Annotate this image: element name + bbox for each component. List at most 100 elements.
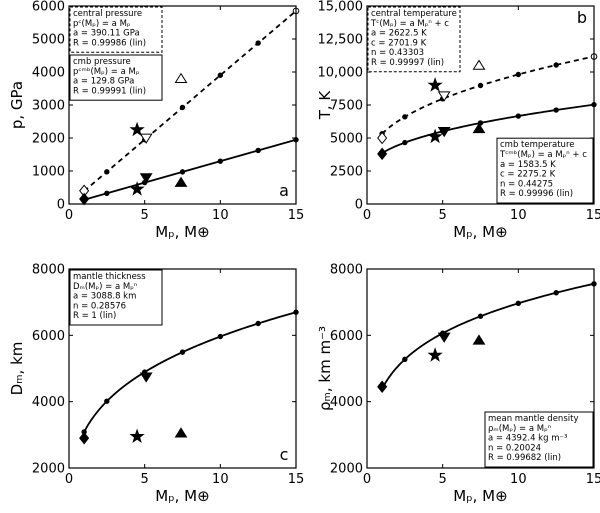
y-tick-label: 3000 [32, 99, 65, 114]
star-marker [129, 428, 145, 443]
fit-point [179, 169, 186, 175]
legend-frame [69, 6, 163, 53]
legend-line: pᶜᵐᵇ(Mₚ) = a Mₚ [73, 67, 140, 77]
legend-line: a = 129.8 GPa [73, 77, 134, 87]
legend-line: central temperature [371, 9, 457, 19]
fit-point [477, 82, 484, 89]
fit-line-1 [381, 282, 595, 390]
x-tick-label: 10 [212, 472, 229, 487]
fit-point [402, 139, 408, 146]
fit-point [402, 356, 408, 363]
y-tick-label: 2500 [330, 165, 363, 180]
y-tick-label: 2000 [330, 462, 363, 477]
panel-letter: b [577, 8, 587, 27]
y-tick-label: 10,000 [318, 66, 364, 81]
y-tick-label: 7500 [330, 99, 363, 114]
fit-point [477, 313, 484, 319]
panel-b: 0 5 10 15 0 2500 5000 7500 10,000 12,500 15,000 Mₚ,… [316, 0, 600, 241]
fit-point [553, 62, 559, 68]
x-tick-label: 5 [141, 208, 149, 223]
panel-letter: c [280, 445, 289, 464]
legend-line: R = 1 (lin) [73, 311, 116, 321]
plot-frame [68, 268, 297, 469]
x-tick-label: 5 [439, 208, 447, 223]
y-axis-label: ρₘ, km m⁻³ [316, 326, 334, 411]
x-tick-label: 0 [65, 208, 73, 223]
legend-line: cmb temperature [500, 140, 574, 150]
fit-point [515, 113, 522, 119]
legend-frame [496, 137, 594, 204]
legend-frame [69, 54, 163, 101]
y-tick-label: 5000 [330, 132, 363, 147]
fit-point [104, 398, 110, 404]
star-marker [427, 128, 443, 144]
x-tick-label: 15 [586, 208, 600, 223]
panel-letter: a [279, 181, 289, 200]
diamond-filled-marker [377, 380, 388, 394]
triangle-down-filled-marker [437, 332, 451, 343]
legend-line: n = 0.44275 [500, 179, 553, 189]
panel-a: 0 5 10 15 0 1000 2000 3000 4000 5000 6000 Mₚ, M⊕ p, … [8, 0, 304, 241]
triangle-up-filled-marker [174, 176, 188, 187]
legend-line: a = 3088.8 km [73, 292, 136, 302]
y-axis-label: Dₘ, km [8, 342, 26, 396]
fit-point [553, 107, 559, 113]
y-tick-label: 6000 [32, 329, 65, 344]
fit-point [515, 71, 522, 78]
fit-point [217, 333, 224, 340]
legend-frame [367, 6, 461, 73]
y-tick-label: 8000 [32, 263, 65, 278]
x-tick-label: 10 [212, 208, 229, 223]
legend-line: ρₘ(Mₚ) = a Mₚⁿ [488, 424, 551, 434]
triangle-down-open-marker [437, 91, 451, 102]
legend-line: mantle thickness [73, 272, 146, 282]
y-tick-label: 6000 [32, 0, 65, 15]
panel-c: 0 5 10 15 2000 4000 6000 8000 Mₚ, M⊕ Dₘ, km c mantl… [8, 263, 304, 506]
star-marker [427, 77, 443, 92]
x-tick-label: 10 [510, 472, 527, 487]
fit-point [553, 290, 559, 296]
star-marker [129, 181, 145, 196]
diamond-open-marker [377, 131, 388, 145]
y-axis-label: p, GPa [8, 81, 26, 129]
x-tick-label: 0 [363, 472, 371, 487]
legend-line: a = 4392.4 kg m⁻³ [488, 434, 567, 444]
x-tick-label: 5 [439, 472, 447, 487]
fit-point [104, 169, 110, 175]
x-tick-label: 15 [288, 472, 305, 487]
y-tick-label: 0 [57, 198, 65, 213]
triangle-down-filled-marker [139, 173, 153, 184]
fit-point [255, 320, 261, 327]
legend-line: R = 0.99997 (lin) [371, 58, 444, 68]
legend-line: R = 0.99996 (lin) [500, 189, 573, 199]
fit-point [515, 300, 522, 307]
x-tick-label: 10 [510, 208, 527, 223]
legend-line: R = 0.99986 (lin) [73, 38, 146, 48]
legend-line: a = 390.11 GPa [73, 29, 140, 39]
legend-line: a = 1583.5 K [500, 160, 556, 170]
legend-line: mean mantle density [488, 414, 578, 424]
fit-point [179, 104, 186, 111]
legend-line: c = 2701.9 K [371, 38, 427, 48]
triangle-down-filled-marker [139, 372, 153, 383]
triangle-down-filled-marker [437, 127, 451, 138]
x-axis-label: Mₚ, M⊕ [155, 223, 209, 241]
fit-point [402, 114, 408, 120]
x-tick-label: 5 [141, 472, 149, 487]
legend-line: a = 2622.5 K [371, 29, 427, 39]
fit-point [217, 72, 224, 78]
y-tick-label: 4000 [32, 66, 65, 81]
y-tick-label: 5000 [32, 33, 65, 48]
legend-line: c = 2275.2 K [500, 170, 556, 180]
fit-line-1 [83, 10, 297, 192]
y-tick-label: 6000 [330, 329, 363, 344]
y-tick-label: 15,000 [318, 0, 364, 15]
x-tick-label: 15 [586, 472, 600, 487]
fit-line-2 [83, 138, 297, 201]
x-axis-label: Mₚ, M⊕ [453, 487, 507, 505]
